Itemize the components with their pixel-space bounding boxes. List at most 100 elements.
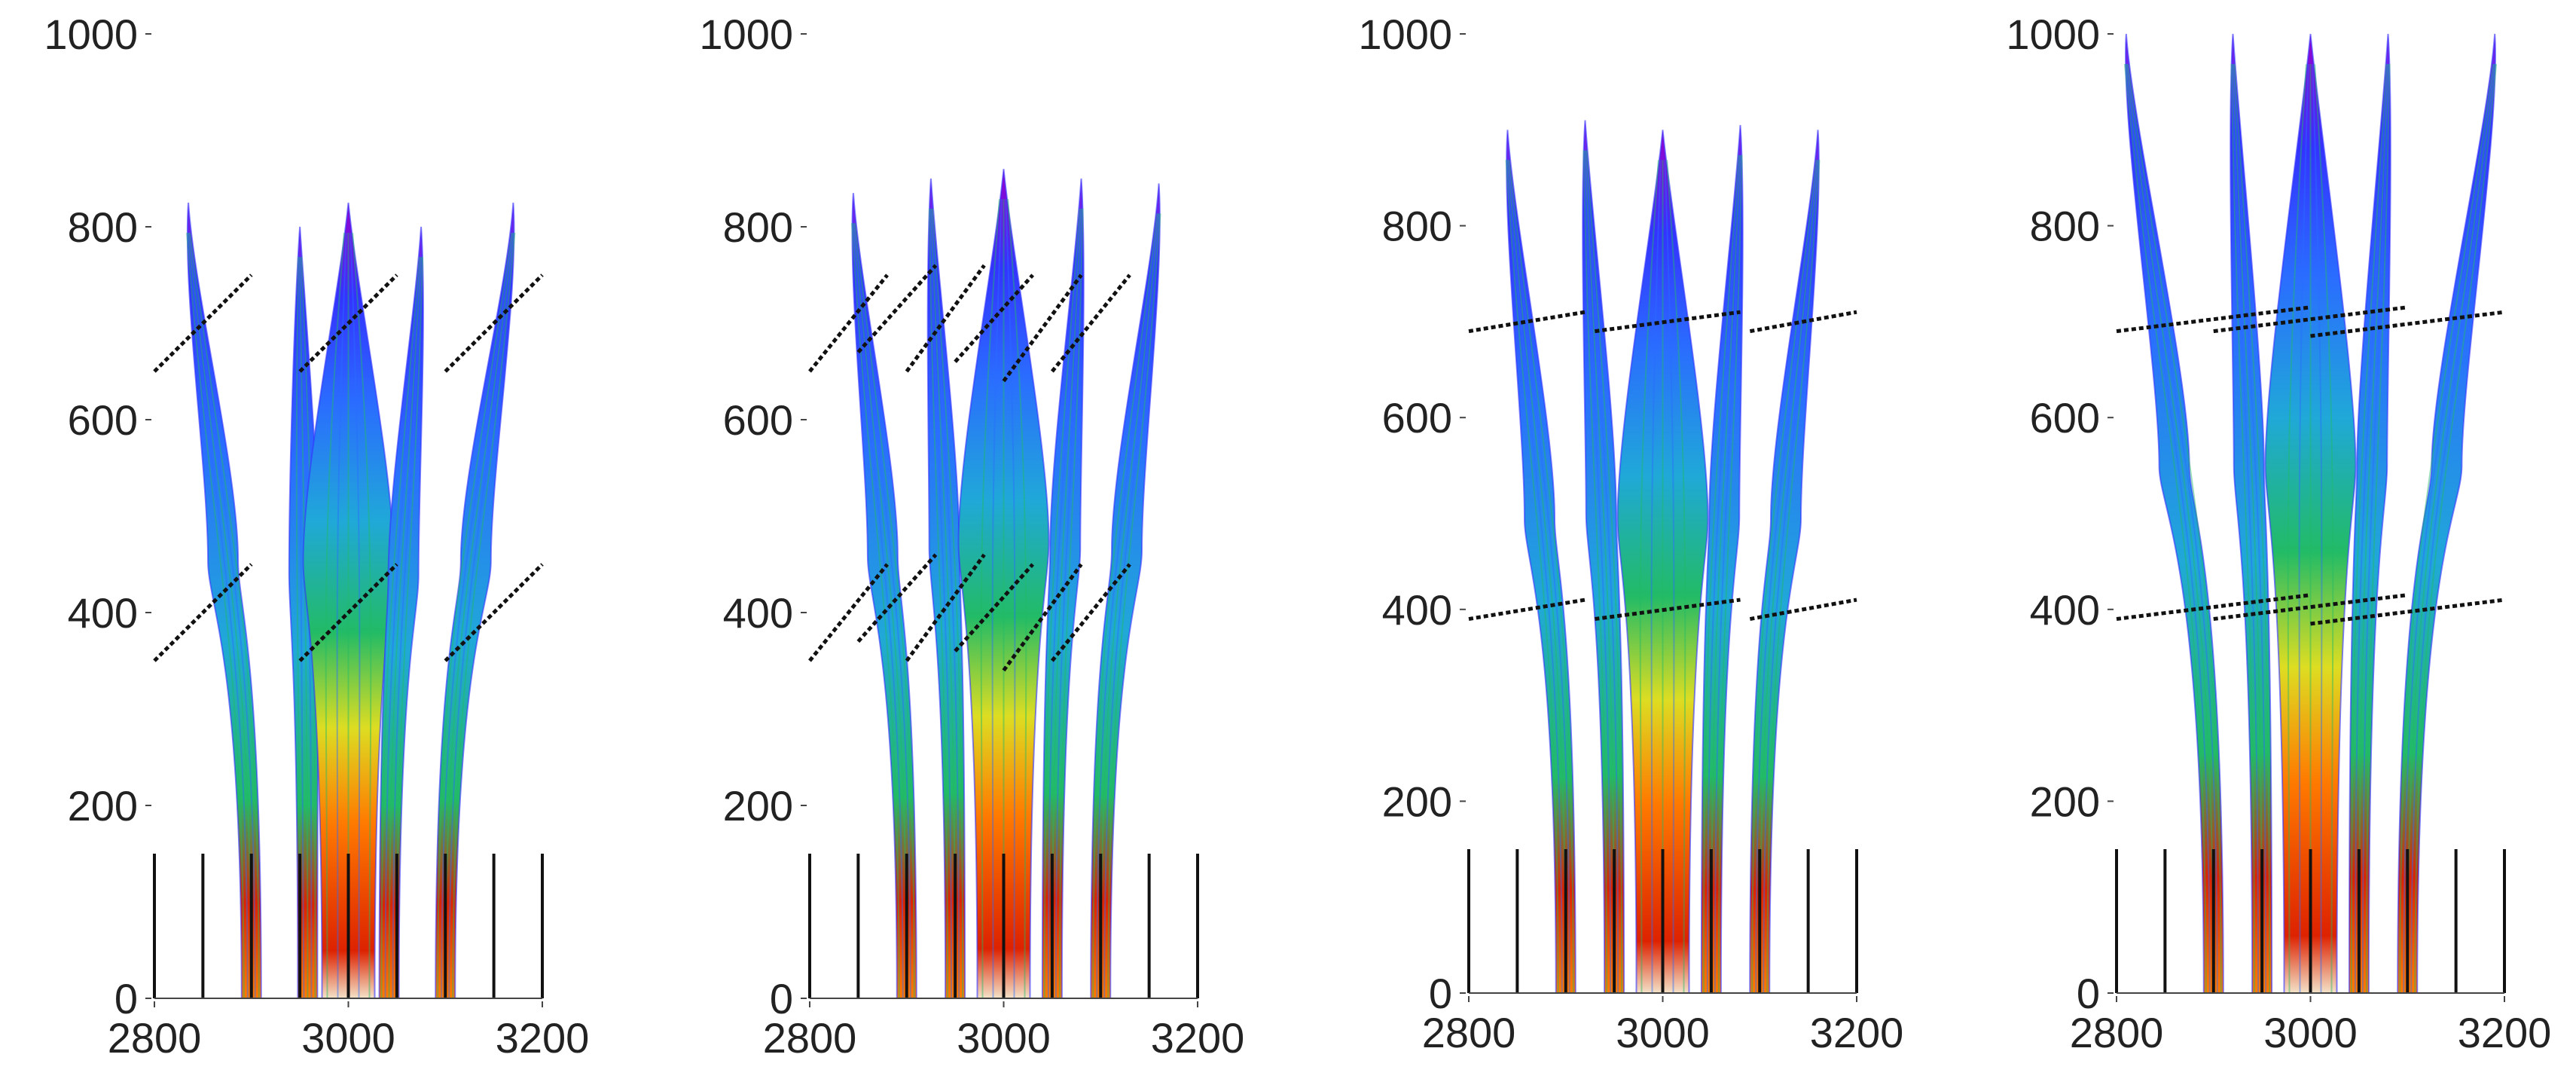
plume-streak [980, 199, 1000, 999]
plume-streak [298, 256, 305, 999]
dashed-line [1050, 274, 1131, 373]
x-tick-label: 3000 [301, 1014, 395, 1062]
plume-streak [1639, 160, 1659, 994]
y-tick-label: 800 [2030, 203, 2100, 250]
plume-streak [928, 208, 949, 999]
axes [145, 33, 543, 1007]
plume-streak [2361, 63, 2390, 994]
base-marker-group [808, 854, 1199, 998]
dashed-line [808, 563, 889, 662]
plume-4 [1700, 124, 1744, 994]
plume-streak [1710, 154, 1741, 994]
dashed-line [153, 563, 253, 662]
plume-streak [189, 232, 260, 999]
plume-streak [1005, 199, 1016, 999]
plume-streak [1666, 160, 1686, 994]
x-tick-label: 2800 [763, 1014, 857, 1062]
y-tick-label: 600 [1382, 394, 1452, 442]
plume-streak [1505, 160, 1559, 994]
plume-streak [929, 208, 957, 999]
dashed-line [2116, 593, 2311, 622]
plume-streak [1751, 160, 1818, 994]
y-tick-label: 200 [2030, 778, 2100, 825]
y-tick-label: 0 [2077, 970, 2100, 1017]
plume-streak [1043, 208, 1081, 999]
plume-4 [378, 226, 424, 999]
plume-streak [2354, 63, 2388, 994]
dashed-line [444, 563, 544, 662]
plume-streak [930, 208, 960, 999]
plume-2 [1582, 120, 1625, 994]
plume-streak [452, 232, 516, 999]
plume-streak [2233, 63, 2271, 994]
x-tick-label: 3000 [2263, 1009, 2358, 1056]
plume-streak [1103, 213, 1161, 999]
plume-streak [2298, 63, 2309, 994]
plume-streak [1717, 154, 1743, 994]
base-marker-group [153, 854, 544, 998]
plume-streak [2403, 63, 2495, 994]
plume-streak [188, 232, 252, 999]
plume-streak [2312, 63, 2323, 994]
plume-streak [1506, 160, 1567, 994]
plume-5 [2397, 33, 2496, 994]
plume-streak [929, 208, 953, 999]
y-tick-label: 600 [68, 396, 138, 444]
dashed-line [1002, 563, 1083, 672]
plume-streak [392, 256, 423, 999]
plume-4 [2348, 33, 2391, 994]
y-tick-label: 400 [1382, 586, 1452, 634]
y-tick-label: 600 [2030, 394, 2100, 442]
dashed-line [2213, 305, 2408, 334]
panel-4: 0 200 400 600 800 1000 2800 3000 3200 [2006, 11, 2551, 1056]
plume-streak [853, 223, 915, 999]
plume-streak [1755, 160, 1818, 994]
dashed-line [298, 274, 398, 373]
plume-streak [2407, 63, 2496, 994]
plume-streak [2314, 63, 2334, 994]
plume-streak [850, 223, 900, 999]
plume-streak [1100, 213, 1160, 999]
dashed-line [1468, 310, 1586, 334]
dashed-line [1468, 597, 1586, 621]
dashed-line-group [2116, 305, 2505, 626]
plume-streak [1702, 154, 1740, 994]
plume-streak [1506, 160, 1563, 994]
plume-streak [1058, 208, 1084, 999]
dashed-line [954, 563, 1034, 652]
dashed-line [1749, 597, 1857, 621]
plume-streak [1766, 160, 1821, 994]
panel-3: 0 200 400 600 800 1000 2800 3000 3200 [1358, 11, 1903, 1056]
y-tick-label: 200 [1382, 778, 1452, 825]
x-tick-label: 3000 [1616, 1009, 1710, 1056]
plume-streak [380, 256, 421, 999]
dashed-line [856, 553, 938, 643]
dashed-line [2213, 593, 2408, 622]
plume-3 [1616, 130, 1709, 994]
plume-streak [2123, 63, 2207, 994]
plume-streak [2233, 63, 2267, 994]
dashed-line-group [153, 274, 544, 662]
y-tick-label: 400 [68, 589, 138, 637]
axes [801, 33, 1198, 1007]
plume-streak [1664, 160, 1675, 994]
plume-streak [2126, 63, 2222, 994]
plume-group [1505, 120, 1821, 994]
plume-streak [851, 223, 904, 999]
y-tick-label: 600 [723, 396, 793, 444]
plume-streak [1714, 154, 1742, 994]
dashed-line [954, 274, 1034, 363]
plume-streak [2231, 63, 2260, 994]
dashed-line [2310, 597, 2505, 626]
plume-streak [187, 232, 249, 999]
plume-3 [2264, 33, 2357, 994]
x-tick-label: 2800 [2070, 1009, 2164, 1056]
plume-streak [2350, 63, 2388, 994]
plume-streak [388, 256, 423, 999]
plume-streak [441, 232, 514, 999]
plume-streak [1759, 160, 1819, 994]
plume-streak [186, 232, 245, 999]
plume-streak [2287, 63, 2307, 994]
dashed-line [1050, 563, 1131, 662]
